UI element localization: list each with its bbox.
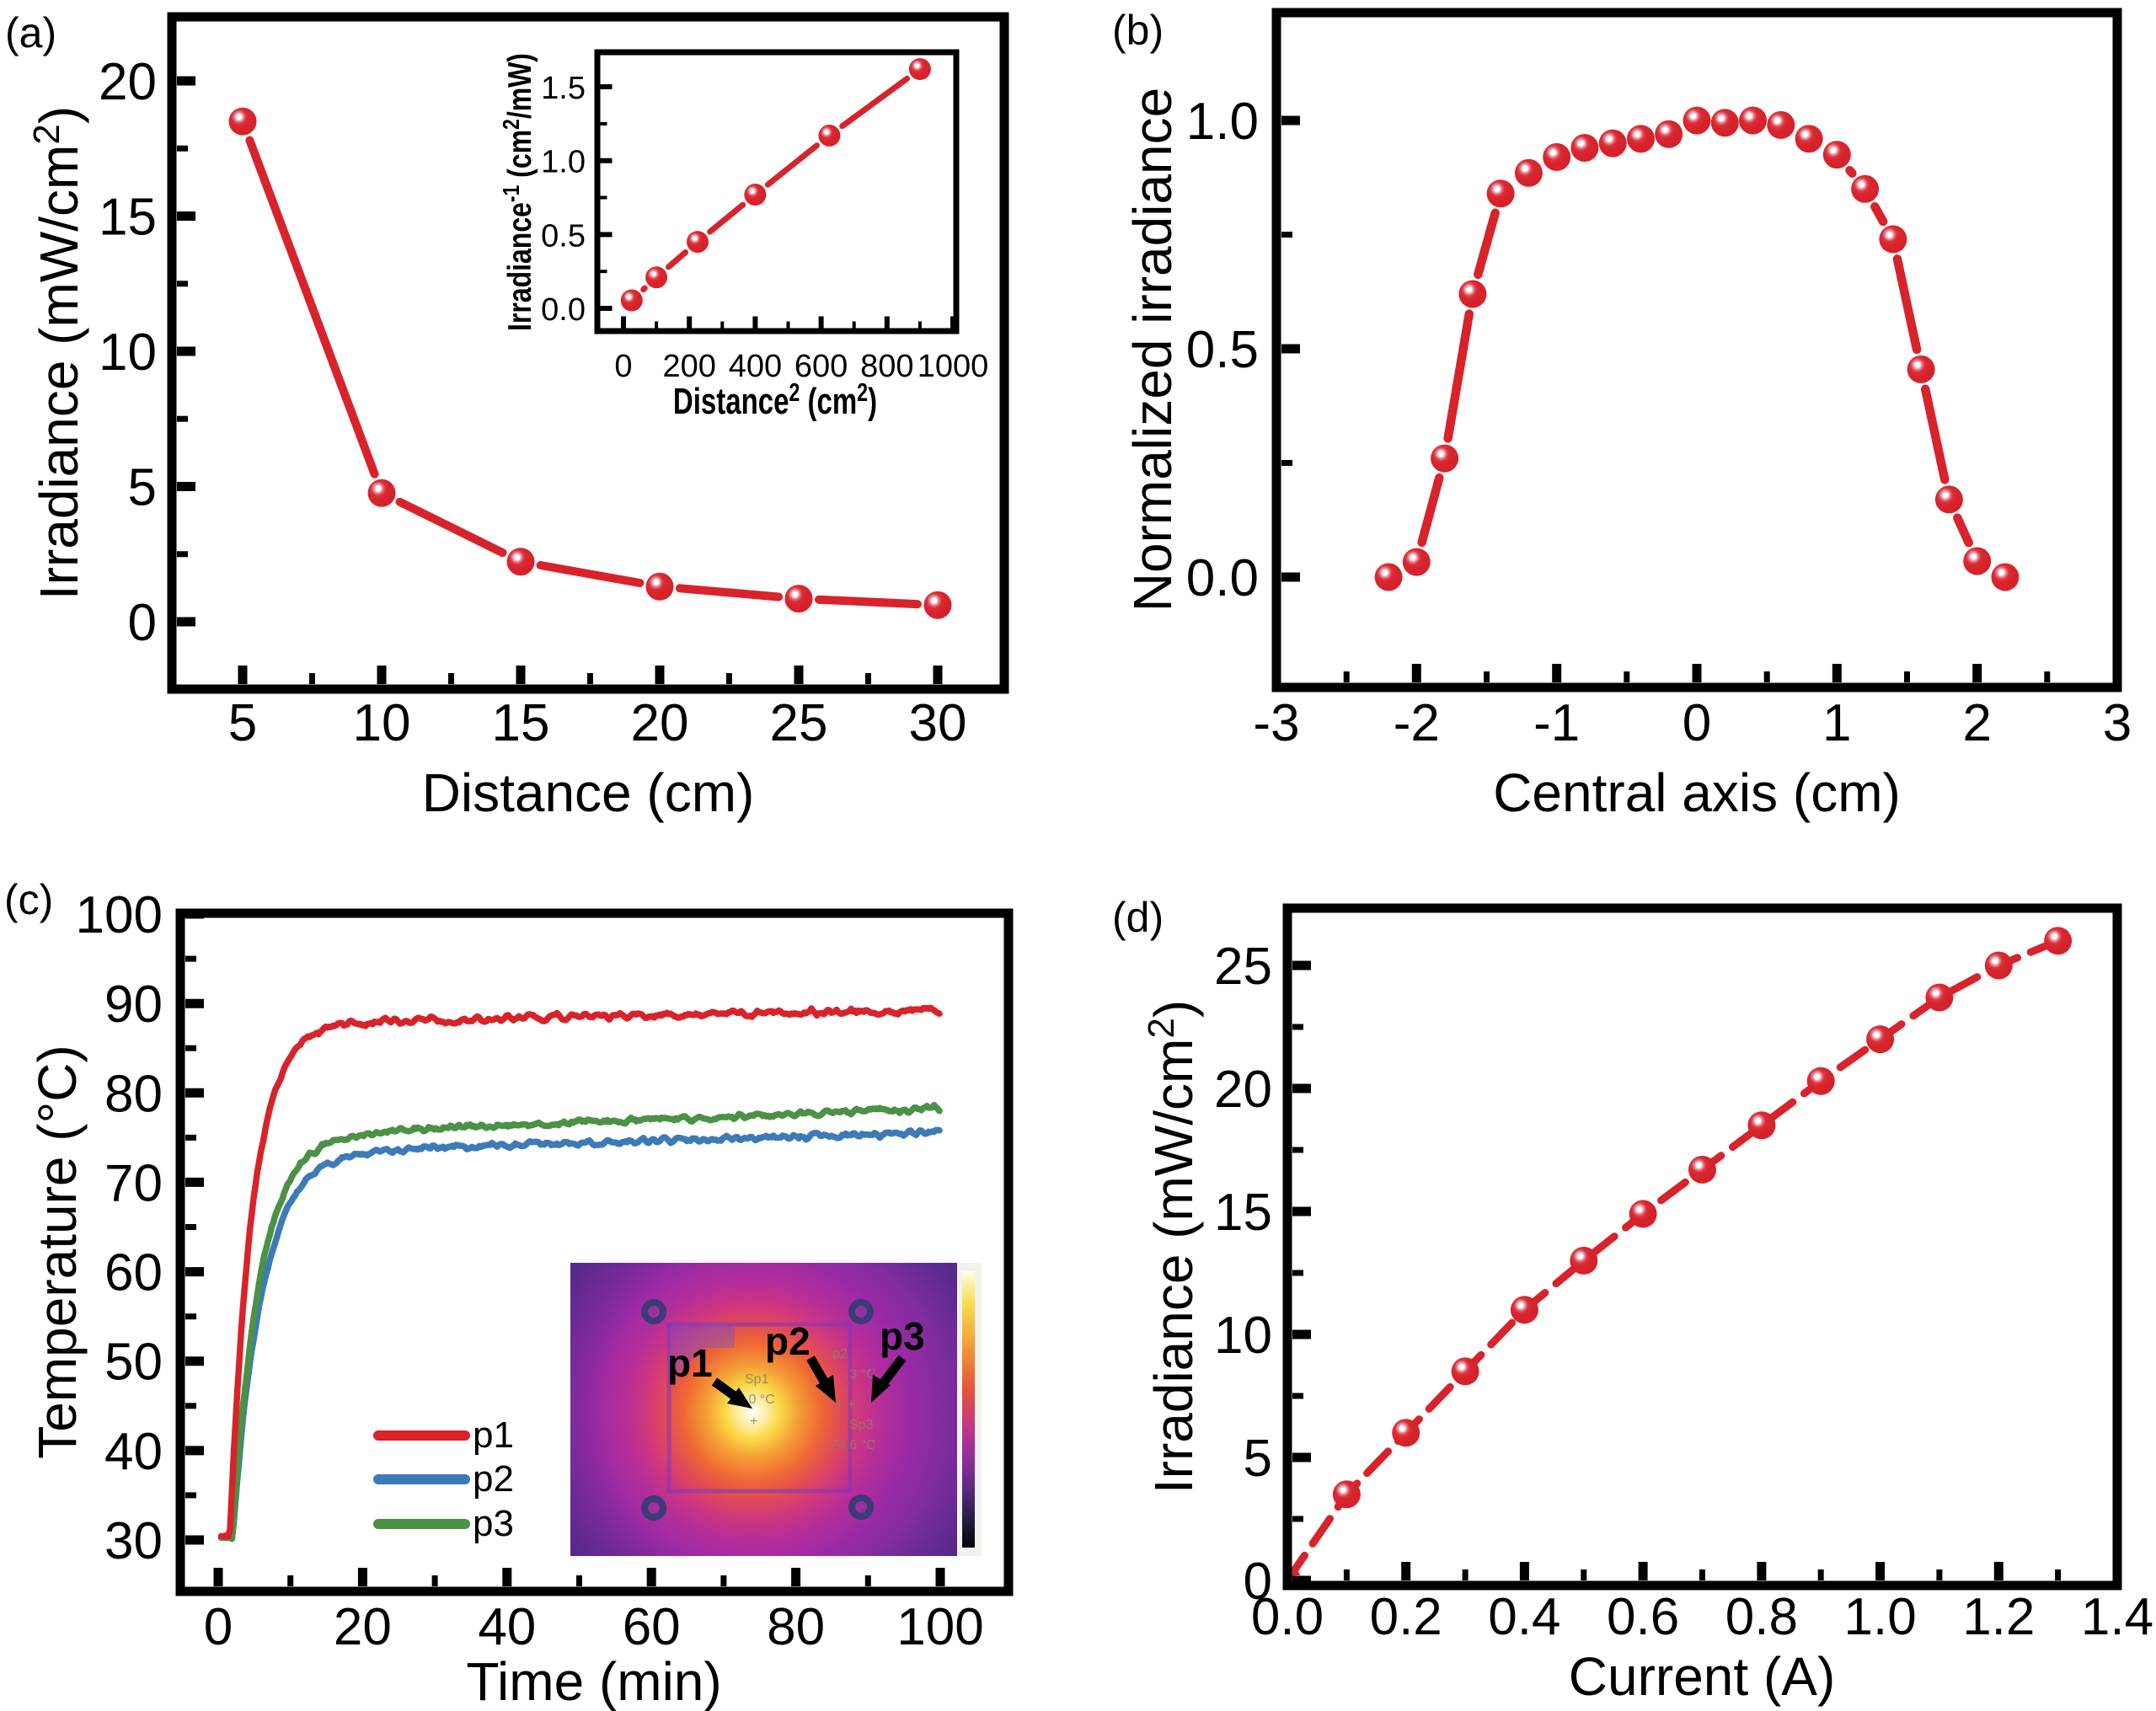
svg-text:-2: -2 [1394, 694, 1440, 752]
svg-text:1.0: 1.0 [541, 145, 586, 180]
svg-text:80: 80 [767, 1598, 825, 1656]
svg-text:1000: 1000 [918, 349, 989, 384]
svg-text:1: 1 [1822, 694, 1851, 752]
svg-text:3: 3 [2103, 694, 2132, 752]
svg-text:5: 5 [228, 694, 257, 752]
svg-text:1.5: 1.5 [541, 71, 586, 106]
svg-text:15: 15 [1214, 1184, 1272, 1242]
svg-text:80: 80 [104, 1065, 163, 1123]
svg-text:Temperature (°C): Temperature (°C) [27, 1045, 88, 1459]
svg-text:+: + [750, 1414, 757, 1429]
svg-text:p2: p2 [765, 1319, 811, 1363]
svg-text:Sp3: Sp3 [849, 1418, 874, 1432]
svg-text:74.6 °C: 74.6 °C [831, 1438, 876, 1452]
svg-text:30: 30 [104, 1512, 163, 1570]
svg-text:Central axis (cm): Central axis (cm) [1493, 762, 1901, 823]
svg-text:800: 800 [860, 349, 913, 384]
svg-text:Time (min): Time (min) [466, 1651, 721, 1711]
svg-text:Irradiance (mW/cm2): Irradiance (mW/cm2) [1141, 1000, 1204, 1494]
svg-text:p1: p1 [473, 1414, 514, 1456]
svg-text:90: 90 [104, 976, 163, 1034]
svg-text:60: 60 [104, 1244, 163, 1302]
svg-text:600: 600 [794, 349, 848, 384]
svg-text:.3 °C: .3 °C [846, 1367, 876, 1382]
svg-text:p3: p3 [880, 1314, 925, 1358]
svg-text:p2: p2 [832, 1347, 848, 1361]
svg-text:Distance2 (cm2): Distance2 (cm2) [673, 377, 877, 422]
svg-text:25: 25 [770, 694, 828, 752]
svg-text:0.5: 0.5 [1186, 321, 1259, 379]
svg-text:20: 20 [334, 1598, 392, 1656]
svg-text:20: 20 [1214, 1061, 1272, 1119]
svg-text:0.8: 0.8 [1725, 1588, 1798, 1646]
svg-text:(b): (b) [1112, 7, 1164, 54]
svg-text:40: 40 [104, 1423, 163, 1481]
svg-text:400: 400 [729, 349, 782, 384]
svg-text:20: 20 [631, 694, 689, 752]
svg-text:15: 15 [492, 694, 550, 752]
svg-text:5: 5 [128, 459, 157, 517]
svg-text:Current (A): Current (A) [1569, 1646, 1836, 1707]
svg-text:0.2: 0.2 [1370, 1588, 1442, 1646]
svg-text:2: 2 [1962, 694, 1991, 752]
svg-text:200: 200 [662, 349, 715, 384]
svg-text:p1: p1 [667, 1341, 713, 1385]
svg-text:1.0: 1.0 [1843, 1588, 1916, 1646]
svg-text:1.2: 1.2 [1962, 1588, 2035, 1646]
svg-text:0: 0 [614, 349, 632, 384]
svg-text:-1: -1 [1533, 694, 1580, 752]
svg-text:0.0: 0.0 [541, 292, 586, 328]
svg-text:(a): (a) [5, 9, 56, 56]
svg-text:60: 60 [623, 1598, 681, 1656]
svg-text:0: 0 [128, 594, 157, 652]
svg-text:Distance (cm): Distance (cm) [422, 762, 755, 823]
svg-text:0.0: 0.0 [1251, 1588, 1324, 1646]
svg-text:1.4: 1.4 [2081, 1588, 2153, 1646]
svg-text:50: 50 [104, 1334, 163, 1392]
svg-text:25: 25 [1214, 938, 1272, 996]
svg-text:10: 10 [99, 323, 157, 382]
svg-text:100: 100 [76, 886, 163, 944]
svg-text:Irradiance (mW/cm2): Irradiance (mW/cm2) [26, 106, 89, 600]
svg-text:-3: -3 [1253, 694, 1299, 752]
svg-text:p3: p3 [473, 1503, 514, 1544]
svg-text:.0 °C: .0 °C [745, 1393, 775, 1407]
svg-text:40: 40 [478, 1598, 536, 1656]
svg-text:0.0: 0.0 [1186, 549, 1259, 607]
svg-text:Normalized irradiance: Normalized irradiance [1122, 88, 1183, 612]
svg-text:0: 0 [1683, 694, 1711, 752]
svg-text:5: 5 [1244, 1430, 1272, 1488]
svg-text:0.5: 0.5 [541, 218, 586, 254]
svg-text:(d): (d) [1112, 894, 1164, 941]
svg-text:15: 15 [99, 189, 157, 247]
svg-text:70: 70 [104, 1154, 163, 1212]
svg-text:10: 10 [1214, 1307, 1272, 1365]
svg-text:0: 0 [204, 1598, 233, 1656]
svg-text:(c): (c) [4, 876, 53, 923]
svg-text:100: 100 [896, 1598, 983, 1656]
svg-text:10: 10 [353, 694, 411, 752]
svg-text:1.0: 1.0 [1186, 93, 1259, 151]
svg-text:0.6: 0.6 [1607, 1588, 1679, 1646]
svg-text:p2: p2 [473, 1458, 514, 1500]
svg-text:30: 30 [909, 694, 967, 752]
svg-text:20: 20 [99, 53, 157, 111]
svg-text:0: 0 [1244, 1553, 1272, 1611]
svg-text:0.4: 0.4 [1488, 1588, 1560, 1646]
svg-text:Sp1: Sp1 [745, 1372, 769, 1387]
svg-text:+ +: + + [836, 1398, 855, 1412]
